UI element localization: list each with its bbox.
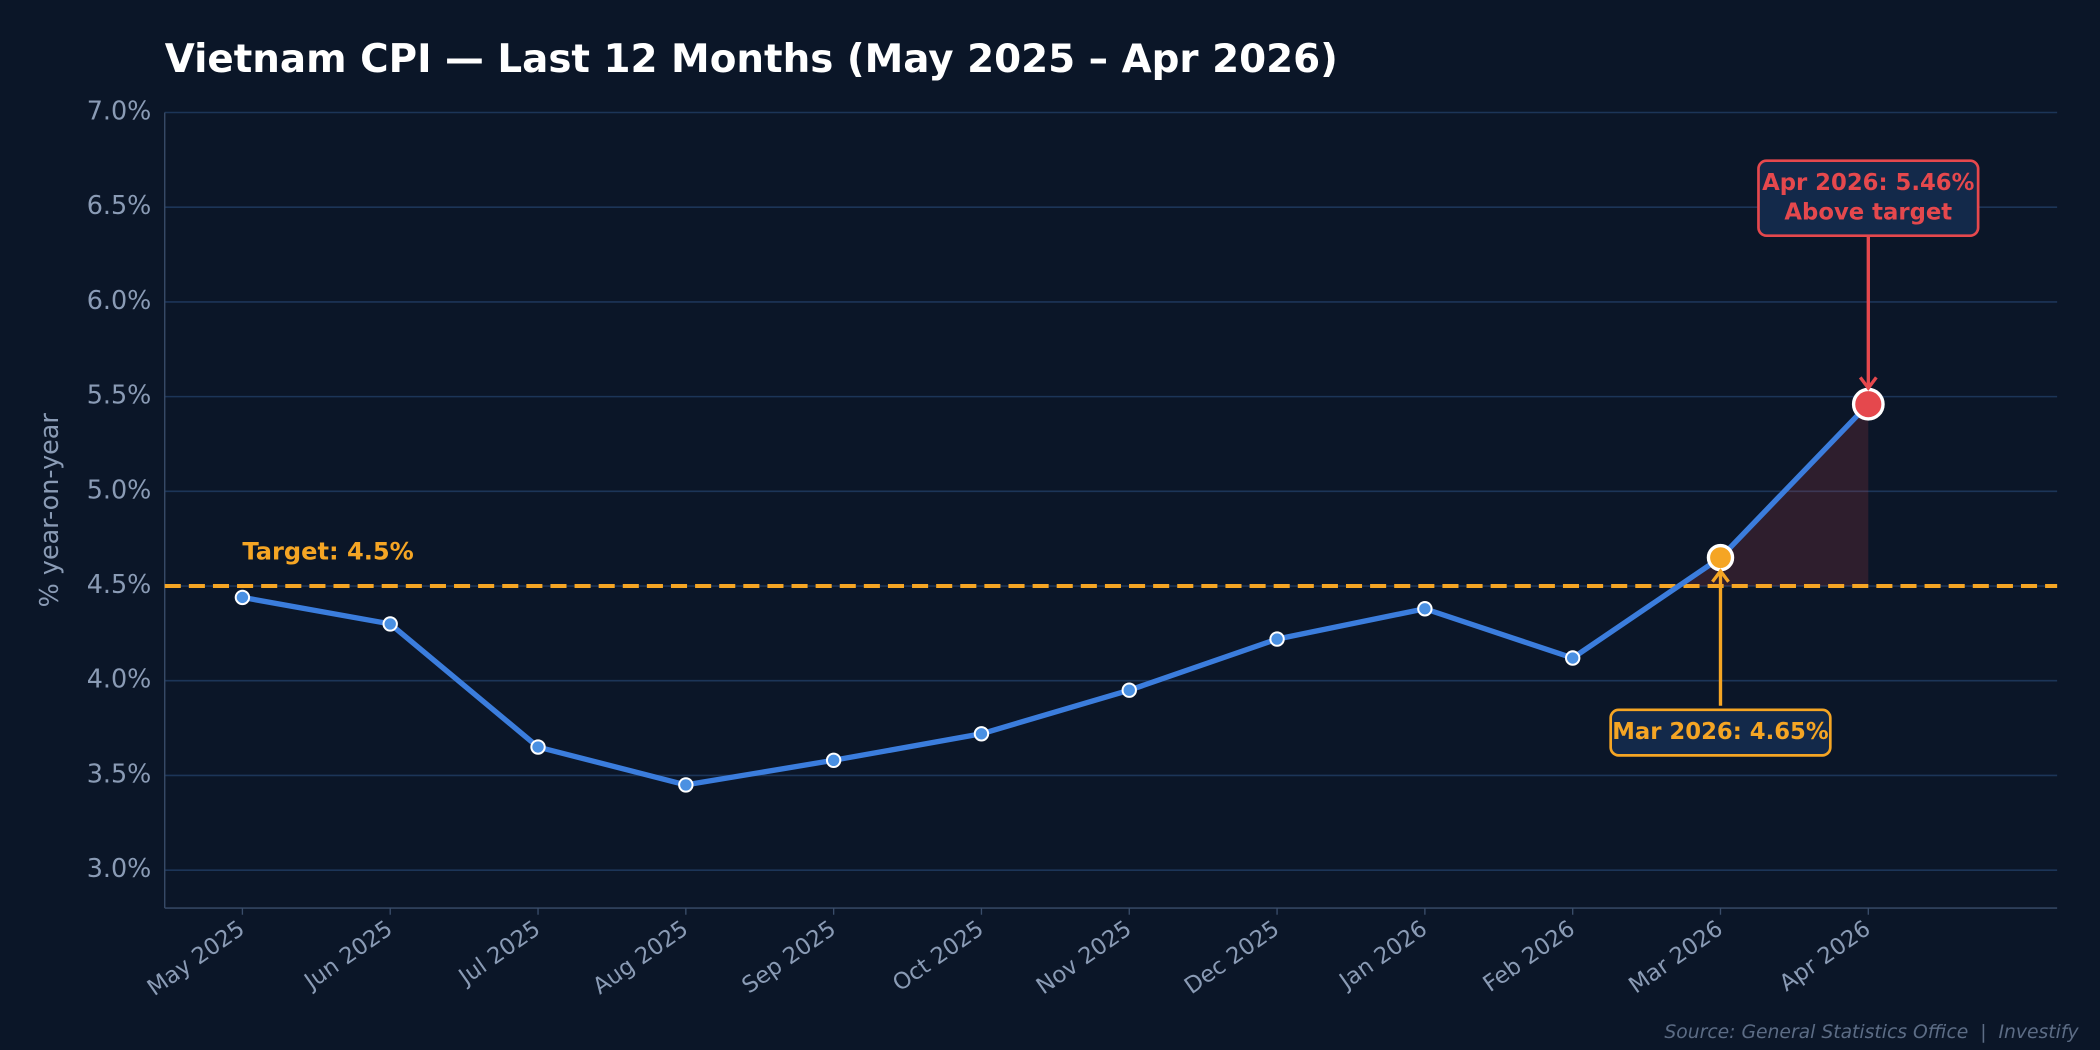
point (1417, 601, 1433, 617)
y-tick-label: 5.0% (87, 474, 152, 504)
highlight-point (1851, 387, 1885, 421)
annotation-text: Mar 2026: 4.65% (1612, 719, 1829, 745)
point (234, 589, 251, 606)
annotation-text: Apr 2026: 5.46% (1762, 170, 1974, 196)
annotation-box (1757, 159, 1980, 238)
target-label: Target: 4.5% (242, 538, 413, 566)
annotation-box (1609, 708, 1832, 757)
point (1121, 682, 1137, 698)
y-tick-label: 3.5% (87, 758, 152, 788)
highlight-point (1706, 543, 1735, 572)
point (382, 616, 398, 632)
chart-title: Vietnam CPI — Last 12 Months (May 2025 –… (165, 37, 1338, 82)
y-tick-label: 6.0% (87, 285, 152, 315)
cpi-line (241, 402, 1871, 788)
point (530, 739, 546, 755)
annotation: Apr 2026: 5.46% Above target (1757, 159, 1980, 391)
point (1269, 631, 1285, 647)
y-tick-label: 5.5% (87, 380, 152, 410)
arrow-head (1711, 568, 1730, 583)
y-tick-label: 4.5% (87, 569, 152, 599)
point (678, 777, 694, 793)
y-tick-label: 6.5% (87, 190, 152, 220)
point (1564, 650, 1581, 666)
y-axis-label: % year-on-year (34, 413, 64, 608)
annotation-text: Above target (1784, 199, 1952, 225)
point (825, 752, 842, 768)
arrow-head (1858, 376, 1878, 391)
y-tick-label: 7.0% (87, 95, 152, 125)
annotation: Mar 2026: 4.65% (1609, 568, 1832, 757)
point (973, 726, 990, 742)
source-note: Source: General Statistics Office | Inve… (1664, 1022, 2079, 1043)
y-tick-label: 4.0% (87, 664, 152, 694)
y-tick-label: 3.0% (87, 853, 152, 883)
